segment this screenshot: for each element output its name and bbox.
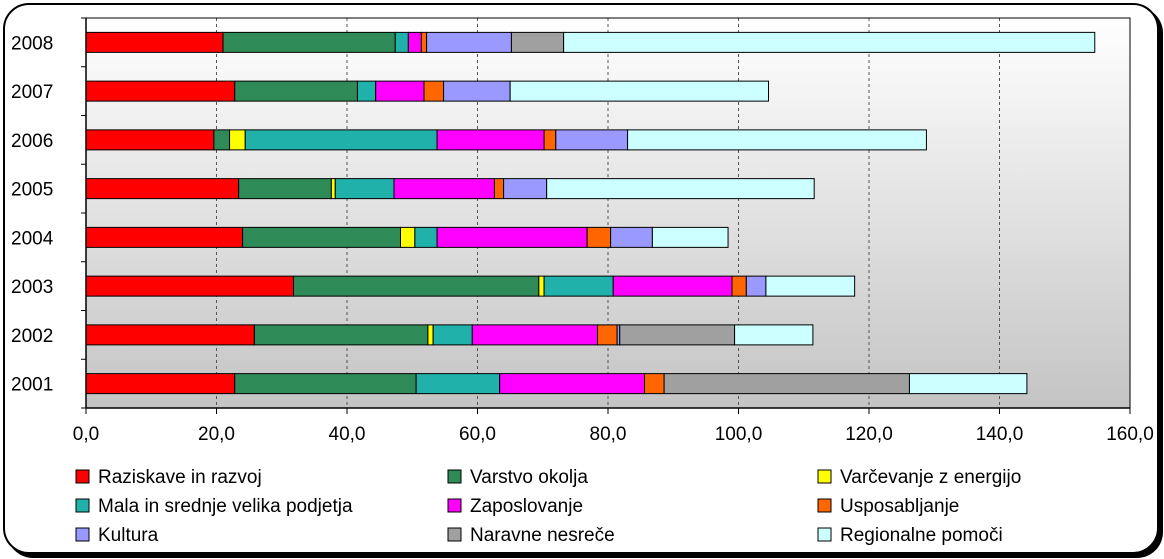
legend-swatch <box>817 498 832 513</box>
legend-label: Naravne nesreče <box>470 525 615 546</box>
legend-swatch <box>75 498 90 513</box>
y-category-label: 2004 <box>11 228 54 249</box>
bar-segment <box>612 275 733 297</box>
bar-segment <box>375 80 425 102</box>
bar-segment <box>253 324 429 346</box>
bar-segment <box>222 31 396 53</box>
bar-segment <box>420 31 428 53</box>
bar-segment <box>85 178 240 200</box>
bar-segment <box>543 129 557 151</box>
bar-segment <box>234 373 417 395</box>
x-tick-label: 100,0 <box>715 424 763 445</box>
legend-swatch <box>447 498 462 513</box>
legend-label: Kultura <box>98 525 159 546</box>
bar-segment <box>765 275 856 297</box>
bar-segment <box>651 226 729 248</box>
bar-segment <box>85 31 224 53</box>
bar-segment <box>471 324 599 346</box>
bar-segment <box>745 275 767 297</box>
legend-label: Mala in srednje velika podjetja <box>98 496 353 517</box>
bar-segment <box>499 373 646 395</box>
bar-segment <box>432 324 473 346</box>
bar-segment <box>426 31 512 53</box>
legend-swatch <box>75 527 90 542</box>
bar-segment <box>356 80 377 102</box>
bar-segment <box>734 324 814 346</box>
bar-segment <box>443 80 511 102</box>
bar-segment <box>563 31 1096 53</box>
legend-label: Raziskave in razvoj <box>98 467 262 488</box>
bar-segment <box>503 178 548 200</box>
bar-segment <box>436 129 545 151</box>
bar-segment <box>85 324 255 346</box>
bar-segment <box>85 275 294 297</box>
bar-segment <box>908 373 1028 395</box>
bar-segment <box>644 373 665 395</box>
bar-segment <box>85 80 236 102</box>
bar-segment <box>234 80 358 102</box>
bar-segment <box>555 129 629 151</box>
bar-segment <box>423 80 445 102</box>
bar-segment <box>597 324 618 346</box>
bar-segment <box>546 178 815 200</box>
x-tick-label: 140,0 <box>976 424 1024 445</box>
bar-segment <box>436 226 588 248</box>
x-tick-label: 40,0 <box>329 424 366 445</box>
bar-segment <box>238 178 332 200</box>
bar-segment <box>244 129 438 151</box>
bar-segment <box>509 80 770 102</box>
legend-swatch <box>447 527 462 542</box>
x-tick-label: 160,0 <box>1106 424 1154 445</box>
legend-label: Regionalne pomoči <box>840 525 1003 546</box>
x-tick-label: 120,0 <box>845 424 893 445</box>
legend-label: Usposabljanje <box>840 496 959 517</box>
bar-segment <box>85 226 244 248</box>
x-tick-label: 60,0 <box>459 424 496 445</box>
bar-segment <box>619 324 736 346</box>
legend-label: Varstvo okolja <box>470 467 588 488</box>
legend-label: Varčevanje z energijo <box>840 467 1021 488</box>
y-category-label: 2005 <box>11 180 53 201</box>
bar-segment <box>610 226 653 248</box>
bar-segment <box>510 31 565 53</box>
x-tick-label: 0,0 <box>73 424 99 445</box>
y-category-label: 2003 <box>11 277 53 298</box>
y-category-label: 2007 <box>11 82 53 103</box>
legend-label: Zaposlovanje <box>470 496 583 517</box>
bar-segment <box>415 373 501 395</box>
bar-segment <box>334 178 395 200</box>
y-category-label: 2002 <box>11 326 53 347</box>
bar-segment <box>414 226 438 248</box>
bar-segment <box>400 226 416 248</box>
bar-segment <box>586 226 612 248</box>
y-category-label: 2006 <box>11 131 53 152</box>
bar-segment <box>85 129 215 151</box>
bar-segment <box>330 178 336 200</box>
x-tick-label: 80,0 <box>590 424 627 445</box>
bar-segment <box>627 129 927 151</box>
y-category-label: 2001 <box>11 375 53 396</box>
bar-segment <box>85 373 236 395</box>
bar-segment <box>213 129 231 151</box>
bar-segment <box>407 31 422 53</box>
legend-swatch <box>817 527 832 542</box>
legend-swatch <box>75 469 90 484</box>
bar-segment <box>493 178 505 200</box>
y-category-label: 2008 <box>11 33 53 54</box>
bar-segment <box>393 178 495 200</box>
plot-border <box>85 17 1131 409</box>
bar-segment <box>427 324 434 346</box>
x-tick-label: 20,0 <box>198 424 235 445</box>
bar-segment <box>543 275 614 297</box>
bar-segment <box>229 129 246 151</box>
legend-swatch <box>447 469 462 484</box>
bar-segment <box>394 31 409 53</box>
legend-swatch <box>817 469 832 484</box>
bar-segment <box>731 275 747 297</box>
bar-segment <box>292 275 540 297</box>
bar-segment <box>538 275 545 297</box>
bar-segment <box>663 373 910 395</box>
bar-segment <box>242 226 402 248</box>
